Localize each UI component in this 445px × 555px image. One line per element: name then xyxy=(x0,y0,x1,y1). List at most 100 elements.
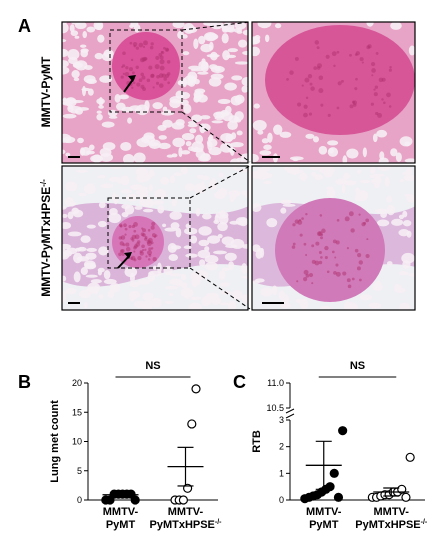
air-space xyxy=(170,245,182,250)
air-space xyxy=(241,244,248,249)
cell xyxy=(373,88,376,91)
cell xyxy=(358,260,364,265)
air-space xyxy=(69,24,75,33)
air-space xyxy=(398,229,410,237)
inset-line xyxy=(189,267,251,310)
air-space xyxy=(243,265,248,274)
cell xyxy=(355,51,360,56)
cell xyxy=(140,232,145,237)
air-space xyxy=(185,223,191,229)
air-space xyxy=(180,282,188,289)
air-space xyxy=(83,75,96,84)
air-space xyxy=(80,44,87,48)
air-space xyxy=(225,244,238,249)
air-space xyxy=(62,113,77,119)
air-space xyxy=(234,22,247,30)
y-tick-label: 10 xyxy=(72,437,82,447)
air-space xyxy=(221,33,229,44)
cell xyxy=(125,246,131,252)
cell xyxy=(337,81,342,86)
air-space xyxy=(65,181,78,192)
air-space xyxy=(394,283,401,292)
cell xyxy=(388,68,392,72)
cell xyxy=(163,46,166,50)
inset-line xyxy=(189,165,251,199)
air-space xyxy=(170,222,180,230)
air-space xyxy=(408,45,415,56)
air-space xyxy=(234,61,248,65)
air-space xyxy=(62,205,67,210)
air-space xyxy=(103,278,117,285)
air-space xyxy=(273,124,283,135)
air-space xyxy=(210,65,225,74)
air-space xyxy=(96,110,102,114)
air-space xyxy=(62,101,73,106)
air-space xyxy=(185,253,198,258)
x-tick-label-sup: -/- xyxy=(215,519,222,526)
cell xyxy=(130,58,134,62)
cell xyxy=(152,257,157,262)
cell xyxy=(305,254,308,257)
cell xyxy=(310,86,315,91)
air-space xyxy=(85,274,98,278)
cell xyxy=(375,111,379,116)
cell xyxy=(142,87,146,92)
air-space xyxy=(108,176,122,182)
air-space xyxy=(241,293,248,304)
cell xyxy=(152,86,155,89)
x-tick-label: PyMTxHPSE-/- xyxy=(355,519,428,531)
cell xyxy=(303,269,309,275)
air-space xyxy=(185,141,192,147)
air-space xyxy=(237,39,248,48)
cell xyxy=(144,237,148,241)
cell xyxy=(336,106,340,110)
air-space xyxy=(169,211,182,220)
air-space xyxy=(218,172,224,178)
air-space xyxy=(405,167,413,176)
cell xyxy=(132,41,138,47)
cell xyxy=(130,237,134,241)
cell xyxy=(154,64,160,70)
air-space xyxy=(80,49,89,58)
air-space xyxy=(157,205,165,214)
cell xyxy=(144,57,148,61)
cell xyxy=(371,68,376,73)
air-space xyxy=(158,135,167,140)
cell xyxy=(305,96,309,100)
cell xyxy=(118,252,122,257)
air-space xyxy=(384,176,390,188)
cell xyxy=(292,242,296,246)
y-tick-label: 15 xyxy=(72,407,82,417)
air-space xyxy=(377,219,390,227)
air-space xyxy=(97,220,107,228)
air-space xyxy=(252,202,262,213)
air-space xyxy=(78,289,91,299)
air-space xyxy=(189,128,197,134)
x-tick-label-text: PyMT xyxy=(309,519,339,531)
air-space xyxy=(97,267,105,273)
air-space xyxy=(143,208,154,213)
air-space xyxy=(221,236,235,246)
cell xyxy=(342,271,347,276)
cell xyxy=(370,102,374,106)
air-space xyxy=(219,209,226,218)
air-space xyxy=(129,272,135,284)
micrograph xyxy=(252,166,415,310)
x-tick-label: MMTV- xyxy=(103,506,139,518)
cell xyxy=(303,242,307,246)
air-space xyxy=(299,298,309,310)
air-space xyxy=(266,218,278,228)
air-space xyxy=(171,198,178,207)
cell xyxy=(308,112,313,116)
air-space xyxy=(200,180,206,192)
frame xyxy=(61,21,249,164)
air-space xyxy=(80,267,88,275)
air-space xyxy=(181,150,191,155)
axis-break xyxy=(285,413,295,419)
cell xyxy=(118,223,123,227)
air-space xyxy=(198,35,206,45)
cell xyxy=(122,51,126,55)
air-space xyxy=(112,194,119,205)
cell xyxy=(158,52,163,57)
air-space xyxy=(120,142,132,151)
